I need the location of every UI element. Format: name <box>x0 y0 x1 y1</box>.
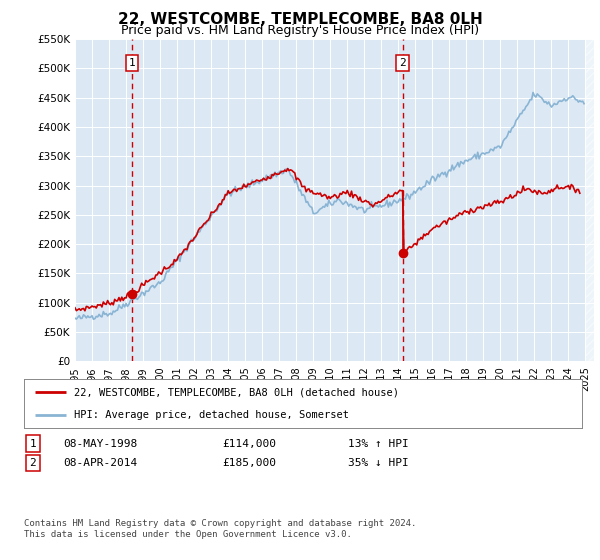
Text: 2: 2 <box>400 58 406 68</box>
Text: Price paid vs. HM Land Registry's House Price Index (HPI): Price paid vs. HM Land Registry's House … <box>121 24 479 36</box>
Text: 22, WESTCOMBE, TEMPLECOMBE, BA8 0LH (detached house): 22, WESTCOMBE, TEMPLECOMBE, BA8 0LH (det… <box>74 388 399 398</box>
Text: Contains HM Land Registry data © Crown copyright and database right 2024.
This d: Contains HM Land Registry data © Crown c… <box>24 519 416 539</box>
Text: 1: 1 <box>128 58 136 68</box>
Bar <box>586 39 594 361</box>
Text: 13% ↑ HPI: 13% ↑ HPI <box>348 438 409 449</box>
Text: 1: 1 <box>29 438 37 449</box>
Text: HPI: Average price, detached house, Somerset: HPI: Average price, detached house, Some… <box>74 410 349 420</box>
Text: £114,000: £114,000 <box>222 438 276 449</box>
Text: 08-MAY-1998: 08-MAY-1998 <box>63 438 137 449</box>
Text: £185,000: £185,000 <box>222 458 276 468</box>
Text: 35% ↓ HPI: 35% ↓ HPI <box>348 458 409 468</box>
Text: 2: 2 <box>29 458 37 468</box>
Text: 08-APR-2014: 08-APR-2014 <box>63 458 137 468</box>
Text: 22, WESTCOMBE, TEMPLECOMBE, BA8 0LH: 22, WESTCOMBE, TEMPLECOMBE, BA8 0LH <box>118 12 482 27</box>
